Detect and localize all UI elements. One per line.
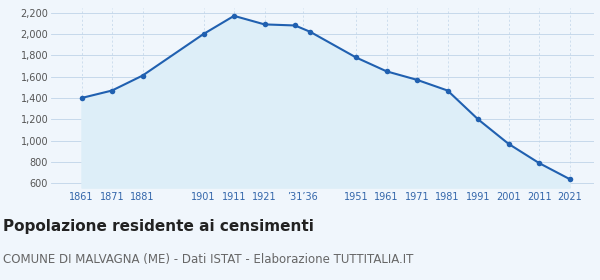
Point xyxy=(504,142,514,146)
Text: COMUNE DI MALVAGNA (ME) - Dati ISTAT - Elaborazione TUTTITALIA.IT: COMUNE DI MALVAGNA (ME) - Dati ISTAT - E… xyxy=(3,253,413,266)
Point xyxy=(351,55,361,60)
Point xyxy=(565,177,574,181)
Point xyxy=(412,78,422,82)
Point xyxy=(138,73,148,78)
Point xyxy=(305,30,315,34)
Point xyxy=(443,88,452,93)
Point xyxy=(260,22,269,27)
Point xyxy=(199,32,208,36)
Text: Popolazione residente ai censimenti: Popolazione residente ai censimenti xyxy=(3,219,314,234)
Point xyxy=(382,69,391,74)
Point xyxy=(77,96,86,100)
Point xyxy=(534,161,544,165)
Point xyxy=(229,14,239,18)
Point xyxy=(473,117,483,122)
Point xyxy=(290,23,300,28)
Point xyxy=(107,88,117,93)
